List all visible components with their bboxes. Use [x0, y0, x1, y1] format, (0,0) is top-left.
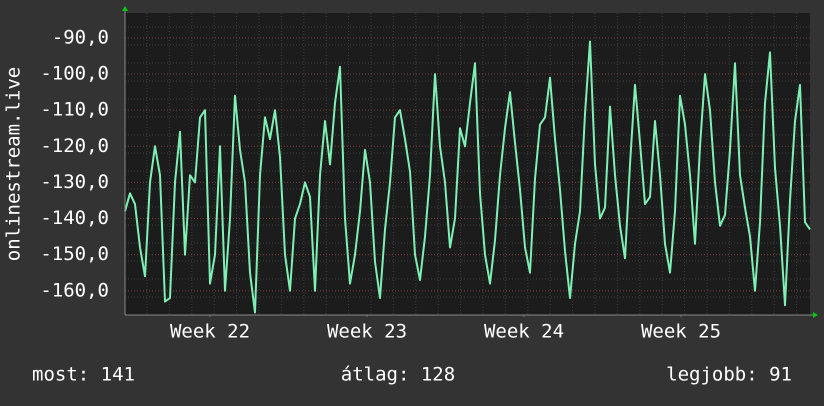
- y-tick-label: -130,0: [40, 171, 109, 193]
- y-tick-label: -140,0: [40, 207, 109, 229]
- y-tick-label: -150,0: [40, 243, 109, 265]
- axis-arrow: [122, 6, 128, 11]
- x-tick-label: Week 23: [327, 321, 407, 343]
- y-tick-label: -110,0: [40, 99, 109, 121]
- x-tick-label: Week 24: [484, 321, 564, 343]
- footer-stat: átlag: 128: [341, 364, 455, 386]
- data-line: [124, 40, 811, 314]
- axis-arrow: [813, 312, 818, 318]
- footer-stat: most: 141: [32, 364, 135, 386]
- x-tick-label: Week 25: [641, 321, 721, 343]
- y-tick-label: -120,0: [40, 135, 109, 157]
- y-axis-label: onlinestream.live: [3, 67, 25, 261]
- y-tick-label: -100,0: [40, 63, 109, 85]
- y-tick-label: -90,0: [52, 26, 109, 48]
- x-tick-label: Week 22: [170, 321, 250, 343]
- y-tick-label: -160,0: [40, 279, 109, 301]
- footer-stat: legjobb: 91: [666, 364, 792, 386]
